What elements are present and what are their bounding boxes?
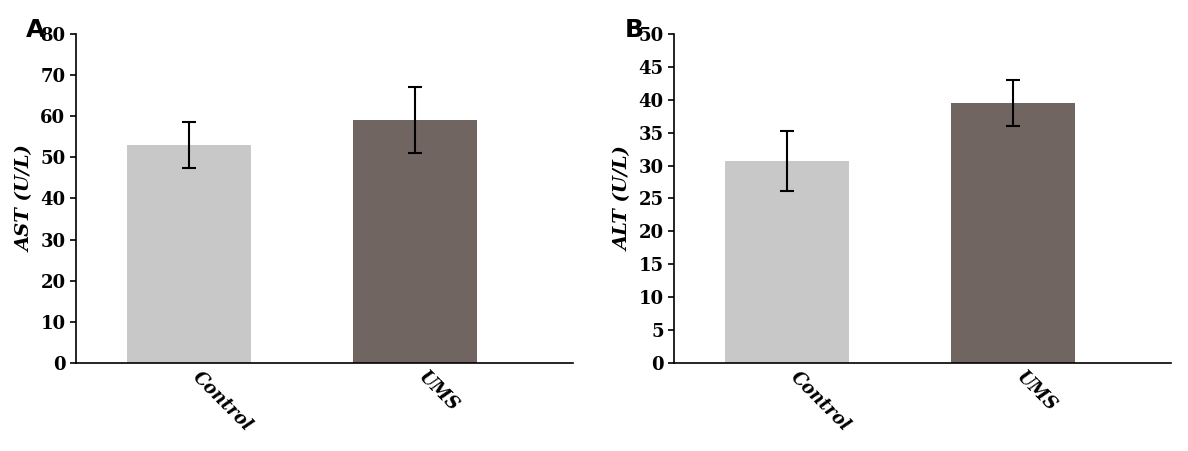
Bar <box>127 145 251 363</box>
Bar <box>725 161 849 363</box>
Text: B: B <box>625 18 644 41</box>
Bar <box>950 103 1075 363</box>
Y-axis label: AST (U/L): AST (U/L) <box>17 145 34 252</box>
Bar <box>353 120 478 363</box>
Y-axis label: ALT (U/L): ALT (U/L) <box>615 146 633 251</box>
Text: A: A <box>26 18 45 41</box>
